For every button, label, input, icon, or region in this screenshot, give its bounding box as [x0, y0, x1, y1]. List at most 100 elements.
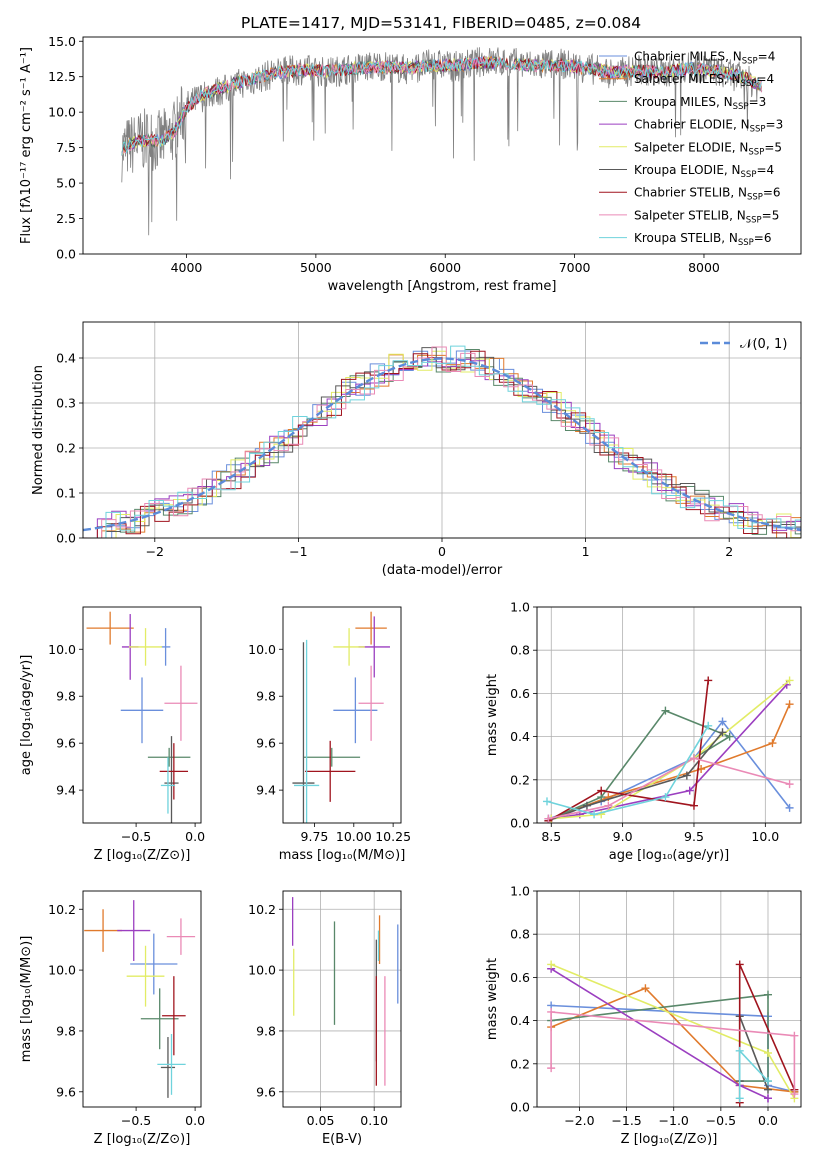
- y-tick-label: 9.8: [56, 1023, 76, 1038]
- mass-weight-series-line: [551, 993, 769, 1082]
- y-axis-label: Normed distribution: [31, 365, 46, 495]
- y-tick-label: 0.0: [510, 1100, 530, 1115]
- massweight-vs-z-lines: [547, 960, 799, 1107]
- mass-weight-point-marker: [764, 990, 772, 999]
- spectrum-legend: Chabrier MILES, NSSP=4 Salpeter MILES, NS…: [599, 50, 784, 248]
- axes-frame: [82, 36, 802, 255]
- y-tick-label: 9.8: [256, 1023, 276, 1038]
- figure-title: PLATE=1417, MJD=53141, FIBERID=0485, z=0…: [241, 14, 641, 32]
- legend-value: =6: [763, 186, 781, 200]
- mass-vs-ebv-points: [292, 897, 399, 1086]
- y-tick-label: 0.8: [510, 927, 530, 942]
- x-tick-label: −1: [289, 544, 307, 559]
- mass-weight-point-marker: [547, 1007, 556, 1016]
- y-tick-label: 0.2: [510, 772, 530, 787]
- x-tick-label: −1.5: [611, 1113, 641, 1128]
- mass-weight-point-marker: [764, 1094, 772, 1103]
- x-axis-label: (data-model)/error: [382, 563, 503, 578]
- y-tick-label: 0.8: [510, 643, 530, 658]
- y-tick-label: 9.4: [56, 783, 76, 798]
- y-tick-label: 10.0: [48, 105, 76, 120]
- y-tick-label: 0.3: [56, 396, 76, 411]
- x-tick-label: 0: [438, 544, 446, 559]
- x-axis-label: E(B-V): [322, 1132, 362, 1147]
- legend-label: 𝒩(0, 1): [740, 337, 787, 352]
- x-axis-label: wavelength [Angstrom, rest frame]: [328, 279, 557, 294]
- mass-weight-point-marker: [768, 739, 777, 748]
- x-tick-label: 10.25: [375, 829, 411, 844]
- legend-label: Salpeter STELIB, NSSP=5: [634, 208, 779, 225]
- legend-label: Salpeter MILES, NSSP=4: [634, 72, 774, 89]
- mass-weight-point-marker: [704, 721, 713, 730]
- y-axis-label: Flux [fλ10⁻¹⁷ erg cm⁻² s⁻¹ A⁻¹]: [19, 47, 34, 244]
- y-tick-label: 0.4: [56, 351, 76, 366]
- mass-weight-series-line: [551, 684, 788, 820]
- mass-vs-ebv-axes: 0.05 0.10 9.6 9.8 10.0 10.2 E(B-V): [248, 891, 401, 1147]
- mass-weight-series-line: [550, 1011, 796, 1094]
- mass-weight-point-marker: [604, 801, 613, 810]
- axes-frame: [282, 890, 402, 1108]
- x-tick-label: 10.00: [336, 829, 372, 844]
- mass-weight-point-marker: [718, 717, 727, 726]
- axes-frame: [82, 890, 202, 1108]
- y-tick-label: 10.0: [48, 963, 76, 978]
- age-vs-z-axes: −0.5 0.0 9.4 9.6 9.8 10.0 Z [log₁₀(Z/Z⊙)] age […: [19, 642, 205, 863]
- legend-value: =3: [766, 118, 784, 132]
- mass-weight-point-marker: [764, 1049, 772, 1057]
- y-tick-label: 0.6: [510, 686, 530, 701]
- mass-weight-point-marker: [542, 797, 551, 806]
- y-tick-label: 0.0: [56, 531, 76, 546]
- massweight-vs-age-lines: [542, 676, 794, 823]
- x-tick-label: 8000: [688, 260, 720, 275]
- mass-weight-point-marker: [547, 960, 556, 969]
- legend-subscript: SSP: [741, 170, 757, 180]
- legend-value: =3: [749, 95, 767, 109]
- legend-value: =4: [756, 163, 774, 177]
- mass-weight-point-marker: [785, 803, 794, 812]
- x-tick-label: 0.0: [185, 829, 205, 844]
- legend-value: =5: [764, 140, 782, 154]
- axes-frame: [536, 606, 802, 824]
- y-axis-label: mass weight: [485, 958, 500, 1040]
- axes-frame: [536, 890, 802, 1108]
- x-axis-label: Z [log₁₀(Z/Z⊙)]: [94, 1132, 191, 1147]
- x-tick-label: 0.0: [185, 1113, 205, 1128]
- y-tick-label: 0.2: [56, 441, 76, 456]
- legend-label: Chabrier STELIB, NSSP=6: [634, 186, 781, 203]
- axes-frame: [82, 321, 802, 539]
- y-tick-label: 0.2: [510, 1056, 530, 1071]
- legend-value: =5: [762, 208, 780, 222]
- legend-subscript: SSP: [742, 57, 758, 67]
- age-vs-z-points: [86, 611, 198, 823]
- x-tick-label: 5000: [300, 260, 332, 275]
- mass-weight-point-marker: [689, 754, 698, 763]
- y-tick-label: 9.6: [256, 1084, 276, 1099]
- y-tick-label: 0.4: [510, 1013, 530, 1028]
- mass-weight-point-marker: [544, 814, 553, 823]
- histogram-legend: 𝒩(0, 1): [700, 337, 787, 352]
- x-tick-label: 0.0: [758, 1113, 778, 1128]
- y-axis-label: mass weight: [485, 674, 500, 756]
- mass-weight-point-marker: [590, 810, 599, 819]
- mass-weight-point-marker: [661, 793, 670, 802]
- legend-label: Salpeter ELODIE, NSSP=5: [634, 140, 782, 157]
- model-spectrum-line: [121, 56, 762, 156]
- mass-weight-point-marker: [582, 801, 591, 810]
- mass-weight-point-marker: [718, 728, 727, 737]
- legend-value: =6: [754, 231, 772, 245]
- y-tick-label: 10.2: [48, 902, 76, 917]
- x-tick-label: −2.0: [564, 1113, 594, 1128]
- x-tick-label: −2: [146, 544, 164, 559]
- mass-weight-point-marker: [547, 1064, 556, 1073]
- y-tick-label: 9.6: [56, 736, 76, 751]
- y-tick-label: 0.1: [56, 486, 76, 501]
- spectrum-lines: [121, 47, 763, 236]
- y-tick-label: 0.4: [510, 729, 530, 744]
- y-tick-label: 9.4: [256, 783, 276, 798]
- y-tick-label: 9.8: [56, 689, 76, 704]
- y-tick-label: 0.0: [56, 247, 76, 262]
- mass-weight-point-marker: [725, 732, 734, 741]
- x-tick-label: 9.0: [613, 829, 633, 844]
- legend-label: Chabrier MILES, NSSP=4: [634, 50, 775, 67]
- legend-value: =4: [758, 50, 776, 64]
